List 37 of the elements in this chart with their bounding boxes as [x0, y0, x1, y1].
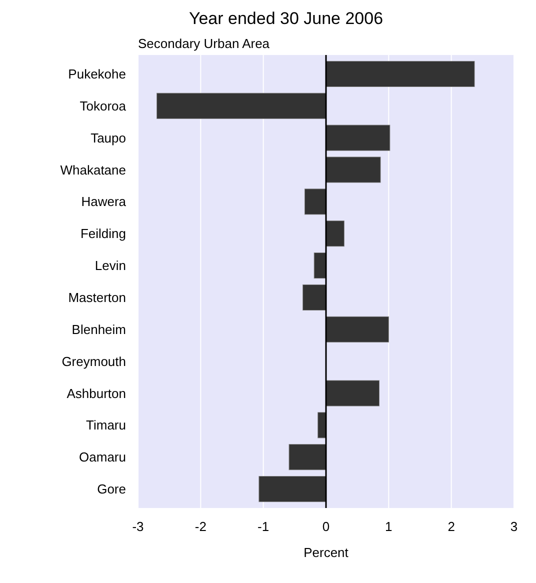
x-tick-label: 2 — [448, 519, 455, 534]
x-tick-label: -2 — [194, 519, 206, 534]
y-tick-label: Greymouth — [62, 354, 126, 369]
chart-title: Year ended 30 June 2006 — [188, 9, 384, 28]
y-tick-label: Ashburton — [66, 386, 126, 401]
x-tick-label: -3 — [132, 519, 144, 534]
bar — [318, 412, 326, 438]
y-tick-label: Taupo — [90, 130, 126, 146]
bar — [258, 476, 326, 502]
bar — [326, 156, 381, 183]
y-tick-label: Hawera — [81, 194, 127, 210]
y-tick-label: Whakatane — [60, 162, 126, 178]
bar — [302, 284, 326, 310]
y-tick-label: Levin — [94, 258, 126, 274]
y-tick-label: Gore — [97, 482, 126, 497]
bar — [314, 252, 326, 279]
x-axis-title: Percent — [304, 545, 349, 560]
bar — [288, 444, 326, 470]
y-tick-label: Timaru — [86, 418, 126, 433]
chart-subtitle: Secondary Urban Area — [138, 36, 270, 51]
x-tick-label: 3 — [510, 519, 518, 534]
y-tick-label: Blenheim — [72, 322, 126, 337]
bar — [326, 124, 390, 151]
x-tick-label: 1 — [385, 519, 392, 534]
bar — [326, 220, 344, 247]
bar — [326, 380, 380, 406]
x-tick-label: -1 — [258, 519, 270, 534]
bar — [156, 92, 326, 119]
y-tick-label: Pukekohe — [68, 66, 126, 82]
bar — [304, 188, 326, 215]
y-tick-label: Tokoroa — [80, 98, 127, 114]
y-tick-label: Masterton — [68, 290, 126, 306]
y-tick-label: Feilding — [80, 226, 126, 242]
bar — [326, 60, 475, 87]
bar — [326, 316, 389, 342]
x-tick-label: 0 — [322, 519, 330, 534]
y-tick-label: Oamaru — [79, 450, 126, 465]
